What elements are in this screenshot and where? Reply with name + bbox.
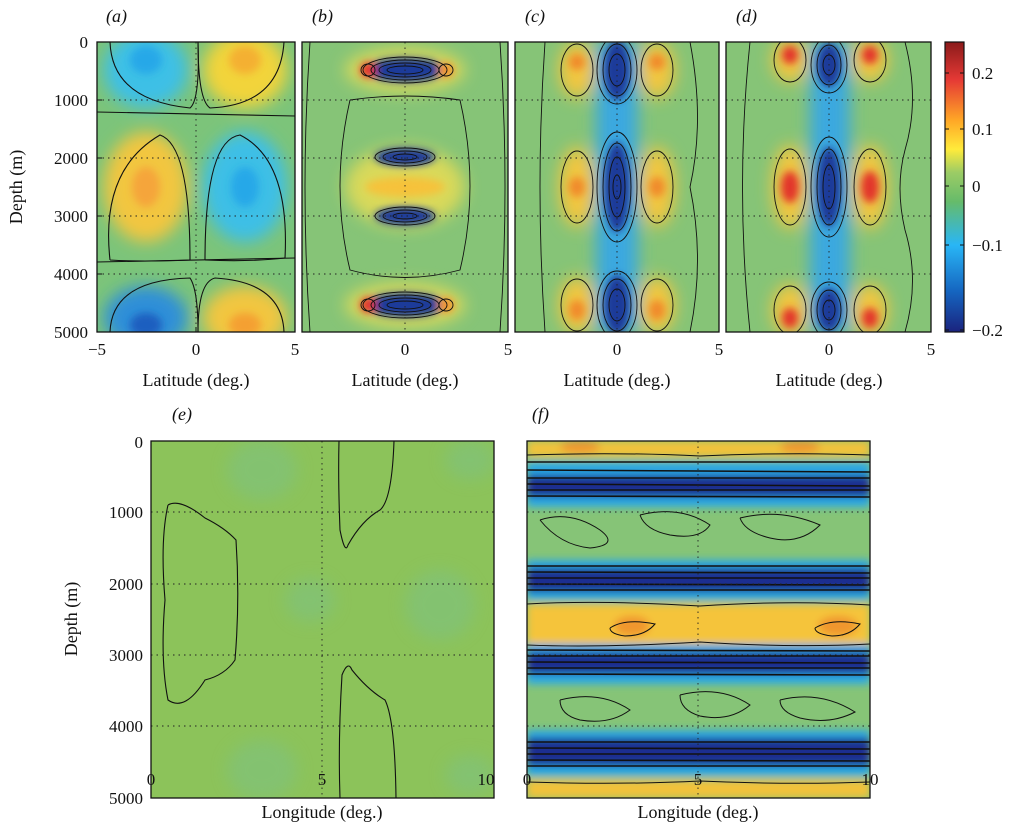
- panel-label-e: (e): [172, 404, 192, 425]
- ytick-a-4000: 4000: [54, 265, 88, 284]
- panel-label-c: (c): [525, 6, 545, 27]
- ytick-e-3000: 3000: [109, 646, 143, 665]
- xlabel-d: Latitude (deg.): [776, 370, 883, 391]
- xtick-c-5: 5: [715, 340, 724, 359]
- xlabel-b: Latitude (deg.): [352, 370, 459, 391]
- xtick-f-0: 0: [523, 770, 532, 789]
- heatmap-a: [97, 42, 295, 332]
- heatmap-d: [726, 42, 931, 332]
- grid-c: [515, 42, 719, 332]
- colorbar-tick-neg0.2: −0.2: [972, 321, 1003, 340]
- xtick-b-0: 0: [401, 340, 410, 359]
- xtick-a-neg5: −5: [88, 340, 106, 359]
- xtick-b-5: 5: [504, 340, 513, 359]
- panel-a: (a) 0 1000 2000 3000 4000 5000 −5 0 5 La…: [6, 6, 299, 391]
- ytick-e-4000: 4000: [109, 717, 143, 736]
- panel-label-d: (d): [736, 6, 757, 27]
- ytick-e-5000: 5000: [109, 789, 143, 808]
- colorbar-tick-0.1: 0.1: [972, 120, 993, 139]
- panel-label-f: (f): [532, 404, 549, 425]
- ytick-a-1000: 1000: [54, 91, 88, 110]
- axes-frame-d: [725, 41, 932, 333]
- grid-a: [97, 42, 295, 332]
- xtick-f-10: 10: [862, 770, 879, 789]
- panel-f: (f) 0 5 10 Longitude (deg.): [523, 404, 879, 822]
- panel-c: (c) 0 5 Latitude (deg.): [514, 6, 724, 391]
- heatmap-e: [151, 441, 494, 798]
- colorbar: 0.2 0.1 0 −0.1 −0.2: [944, 41, 1003, 340]
- axes-frame-e: [150, 440, 495, 799]
- xtick-e-5: 5: [318, 770, 327, 789]
- ytick-a-0: 0: [80, 33, 89, 52]
- grid-b: [302, 42, 508, 332]
- axes-frame-f: [526, 440, 871, 799]
- panel-label-a: (a): [106, 6, 127, 27]
- heatmap-c: [515, 42, 719, 332]
- axes-frame-c: [514, 41, 720, 333]
- xtick-d-0: 0: [825, 340, 834, 359]
- xlabel-f: Longitude (deg.): [638, 802, 759, 822]
- ytick-e-1000: 1000: [109, 503, 143, 522]
- grid-d: [726, 42, 931, 332]
- ylabel-a: Depth (m): [6, 150, 27, 224]
- xtick-e-0: 0: [147, 770, 156, 789]
- ylabel-e: Depth (m): [61, 582, 82, 656]
- colorbar-tick-neg0.1: −0.1: [972, 236, 1003, 255]
- axes-frame-b: [301, 41, 509, 333]
- ytick-e-2000: 2000: [109, 575, 143, 594]
- xtick-f-5: 5: [694, 770, 703, 789]
- xtick-a-0: 0: [192, 340, 201, 359]
- colorbar-gradient: [944, 41, 965, 333]
- xlabel-c: Latitude (deg.): [564, 370, 671, 391]
- heatmap-f: [527, 441, 870, 798]
- xtick-a-5: 5: [291, 340, 300, 359]
- xtick-e-10: 10: [478, 770, 495, 789]
- xtick-c-0: 0: [613, 340, 622, 359]
- xlabel-a: Latitude (deg.): [143, 370, 250, 391]
- panel-e: (e) 0 1000 2000 3000 4000 5000 0 5 10 Lo…: [61, 404, 495, 822]
- ytick-e-0: 0: [135, 433, 144, 452]
- grid-e: [151, 441, 494, 798]
- xlabel-e: Longitude (deg.): [262, 802, 383, 822]
- xtick-d-5: 5: [927, 340, 936, 359]
- grid-f: [527, 441, 870, 798]
- heatmap-b: [302, 42, 508, 332]
- ytick-a-3000: 3000: [54, 207, 88, 226]
- panel-label-b: (b): [312, 6, 333, 27]
- panel-d: (d) 0 5 Latitude (deg.): [725, 6, 936, 391]
- colorbar-tick-0: 0: [972, 177, 981, 196]
- panel-b: (b) 0 5 Latitude (deg.): [301, 6, 513, 391]
- colorbar-tick-0.2: 0.2: [972, 64, 993, 83]
- ytick-a-5000: 5000: [54, 323, 88, 342]
- ytick-a-2000: 2000: [54, 149, 88, 168]
